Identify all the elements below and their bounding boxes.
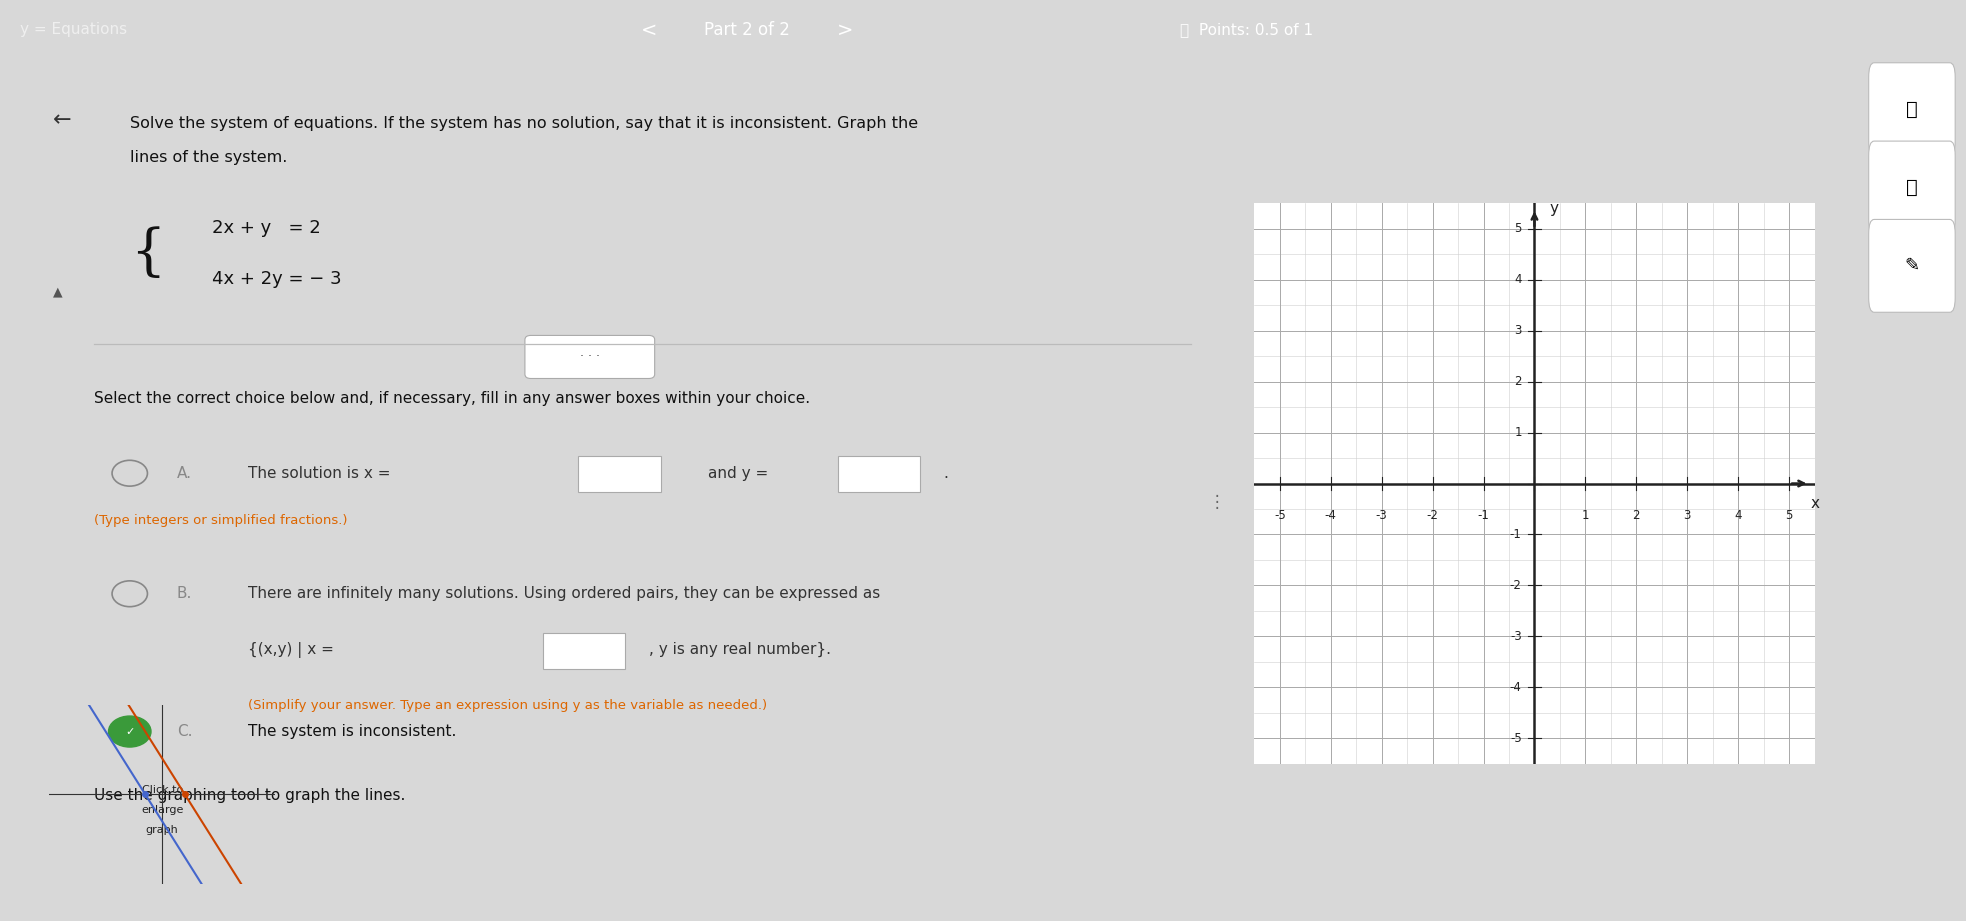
Circle shape bbox=[108, 716, 151, 747]
FancyBboxPatch shape bbox=[578, 456, 661, 492]
Text: <: < bbox=[641, 20, 657, 40]
Text: 2: 2 bbox=[1514, 375, 1522, 388]
Text: 🔍: 🔍 bbox=[1907, 99, 1917, 119]
Text: Use the graphing tool to graph the lines.: Use the graphing tool to graph the lines… bbox=[94, 787, 405, 802]
Text: 5: 5 bbox=[1785, 509, 1793, 522]
Text: 1: 1 bbox=[1583, 509, 1589, 522]
FancyBboxPatch shape bbox=[1868, 63, 1954, 156]
Text: -4: -4 bbox=[1325, 509, 1337, 522]
Text: (Simplify your answer. Type an expression using y as the variable as needed.): (Simplify your answer. Type an expressio… bbox=[248, 699, 767, 712]
Text: Click to: Click to bbox=[142, 786, 183, 796]
Text: y = Equations: y = Equations bbox=[20, 22, 126, 38]
Text: 2x + y   = 2: 2x + y = 2 bbox=[212, 219, 320, 237]
Text: 1: 1 bbox=[1514, 426, 1522, 439]
Text: 2: 2 bbox=[1632, 509, 1640, 522]
Text: -3: -3 bbox=[1510, 630, 1522, 643]
Text: ▲: ▲ bbox=[53, 286, 63, 299]
Text: ←: ← bbox=[53, 111, 71, 130]
Text: and y =: and y = bbox=[708, 466, 769, 481]
Text: lines of the system.: lines of the system. bbox=[130, 150, 287, 165]
Text: A.: A. bbox=[177, 466, 193, 481]
Text: y: y bbox=[1549, 201, 1559, 216]
Text: -2: -2 bbox=[1510, 579, 1522, 592]
Text: x: x bbox=[1811, 496, 1819, 511]
Text: enlarge: enlarge bbox=[142, 805, 183, 815]
Text: -5: -5 bbox=[1510, 731, 1522, 745]
FancyBboxPatch shape bbox=[1868, 219, 1954, 312]
Text: 3: 3 bbox=[1683, 509, 1691, 522]
Text: ✓: ✓ bbox=[126, 727, 134, 737]
Text: -4: -4 bbox=[1510, 681, 1522, 694]
Text: Select the correct choice below and, if necessary, fill in any answer boxes with: Select the correct choice below and, if … bbox=[94, 391, 810, 406]
Text: .: . bbox=[944, 466, 948, 481]
Text: -3: -3 bbox=[1376, 509, 1388, 522]
Text: graph: graph bbox=[145, 825, 179, 835]
Text: 4: 4 bbox=[1514, 274, 1522, 286]
Text: 🔍: 🔍 bbox=[1907, 178, 1917, 197]
FancyBboxPatch shape bbox=[543, 633, 625, 669]
Text: 5: 5 bbox=[1514, 222, 1522, 236]
Text: -2: -2 bbox=[1427, 509, 1439, 522]
Text: {(x,y) | x =: {(x,y) | x = bbox=[248, 642, 334, 658]
Text: Solve the system of equations. If the system has no solution, say that it is inc: Solve the system of equations. If the sy… bbox=[130, 116, 918, 131]
Text: C.: C. bbox=[177, 724, 193, 739]
Text: {: { bbox=[130, 227, 165, 281]
Text: 4x + 2y = − 3: 4x + 2y = − 3 bbox=[212, 271, 342, 288]
Text: Part 2 of 2: Part 2 of 2 bbox=[704, 21, 790, 39]
Text: ⦻  Points: 0.5 of 1: ⦻ Points: 0.5 of 1 bbox=[1180, 22, 1313, 38]
Text: The system is inconsistent.: The system is inconsistent. bbox=[248, 724, 456, 739]
Text: · · ·: · · · bbox=[580, 351, 600, 364]
FancyBboxPatch shape bbox=[1868, 141, 1954, 234]
FancyBboxPatch shape bbox=[1254, 204, 1815, 764]
Text: There are infinitely many solutions. Using ordered pairs, they can be expressed : There are infinitely many solutions. Usi… bbox=[248, 587, 881, 601]
Text: ⋮: ⋮ bbox=[1209, 493, 1225, 511]
Text: -1: -1 bbox=[1510, 528, 1522, 541]
Text: , y is any real number}.: , y is any real number}. bbox=[649, 642, 832, 658]
Text: >: > bbox=[838, 20, 853, 40]
Text: The solution is x =: The solution is x = bbox=[248, 466, 389, 481]
FancyBboxPatch shape bbox=[525, 335, 655, 379]
Text: (Type integers or simplified fractions.): (Type integers or simplified fractions.) bbox=[94, 514, 348, 527]
Text: ✎: ✎ bbox=[1905, 257, 1919, 274]
Text: -1: -1 bbox=[1478, 509, 1490, 522]
Text: -5: -5 bbox=[1274, 509, 1286, 522]
Text: 4: 4 bbox=[1734, 509, 1742, 522]
FancyBboxPatch shape bbox=[838, 456, 920, 492]
Text: 3: 3 bbox=[1514, 324, 1522, 337]
Text: B.: B. bbox=[177, 587, 193, 601]
